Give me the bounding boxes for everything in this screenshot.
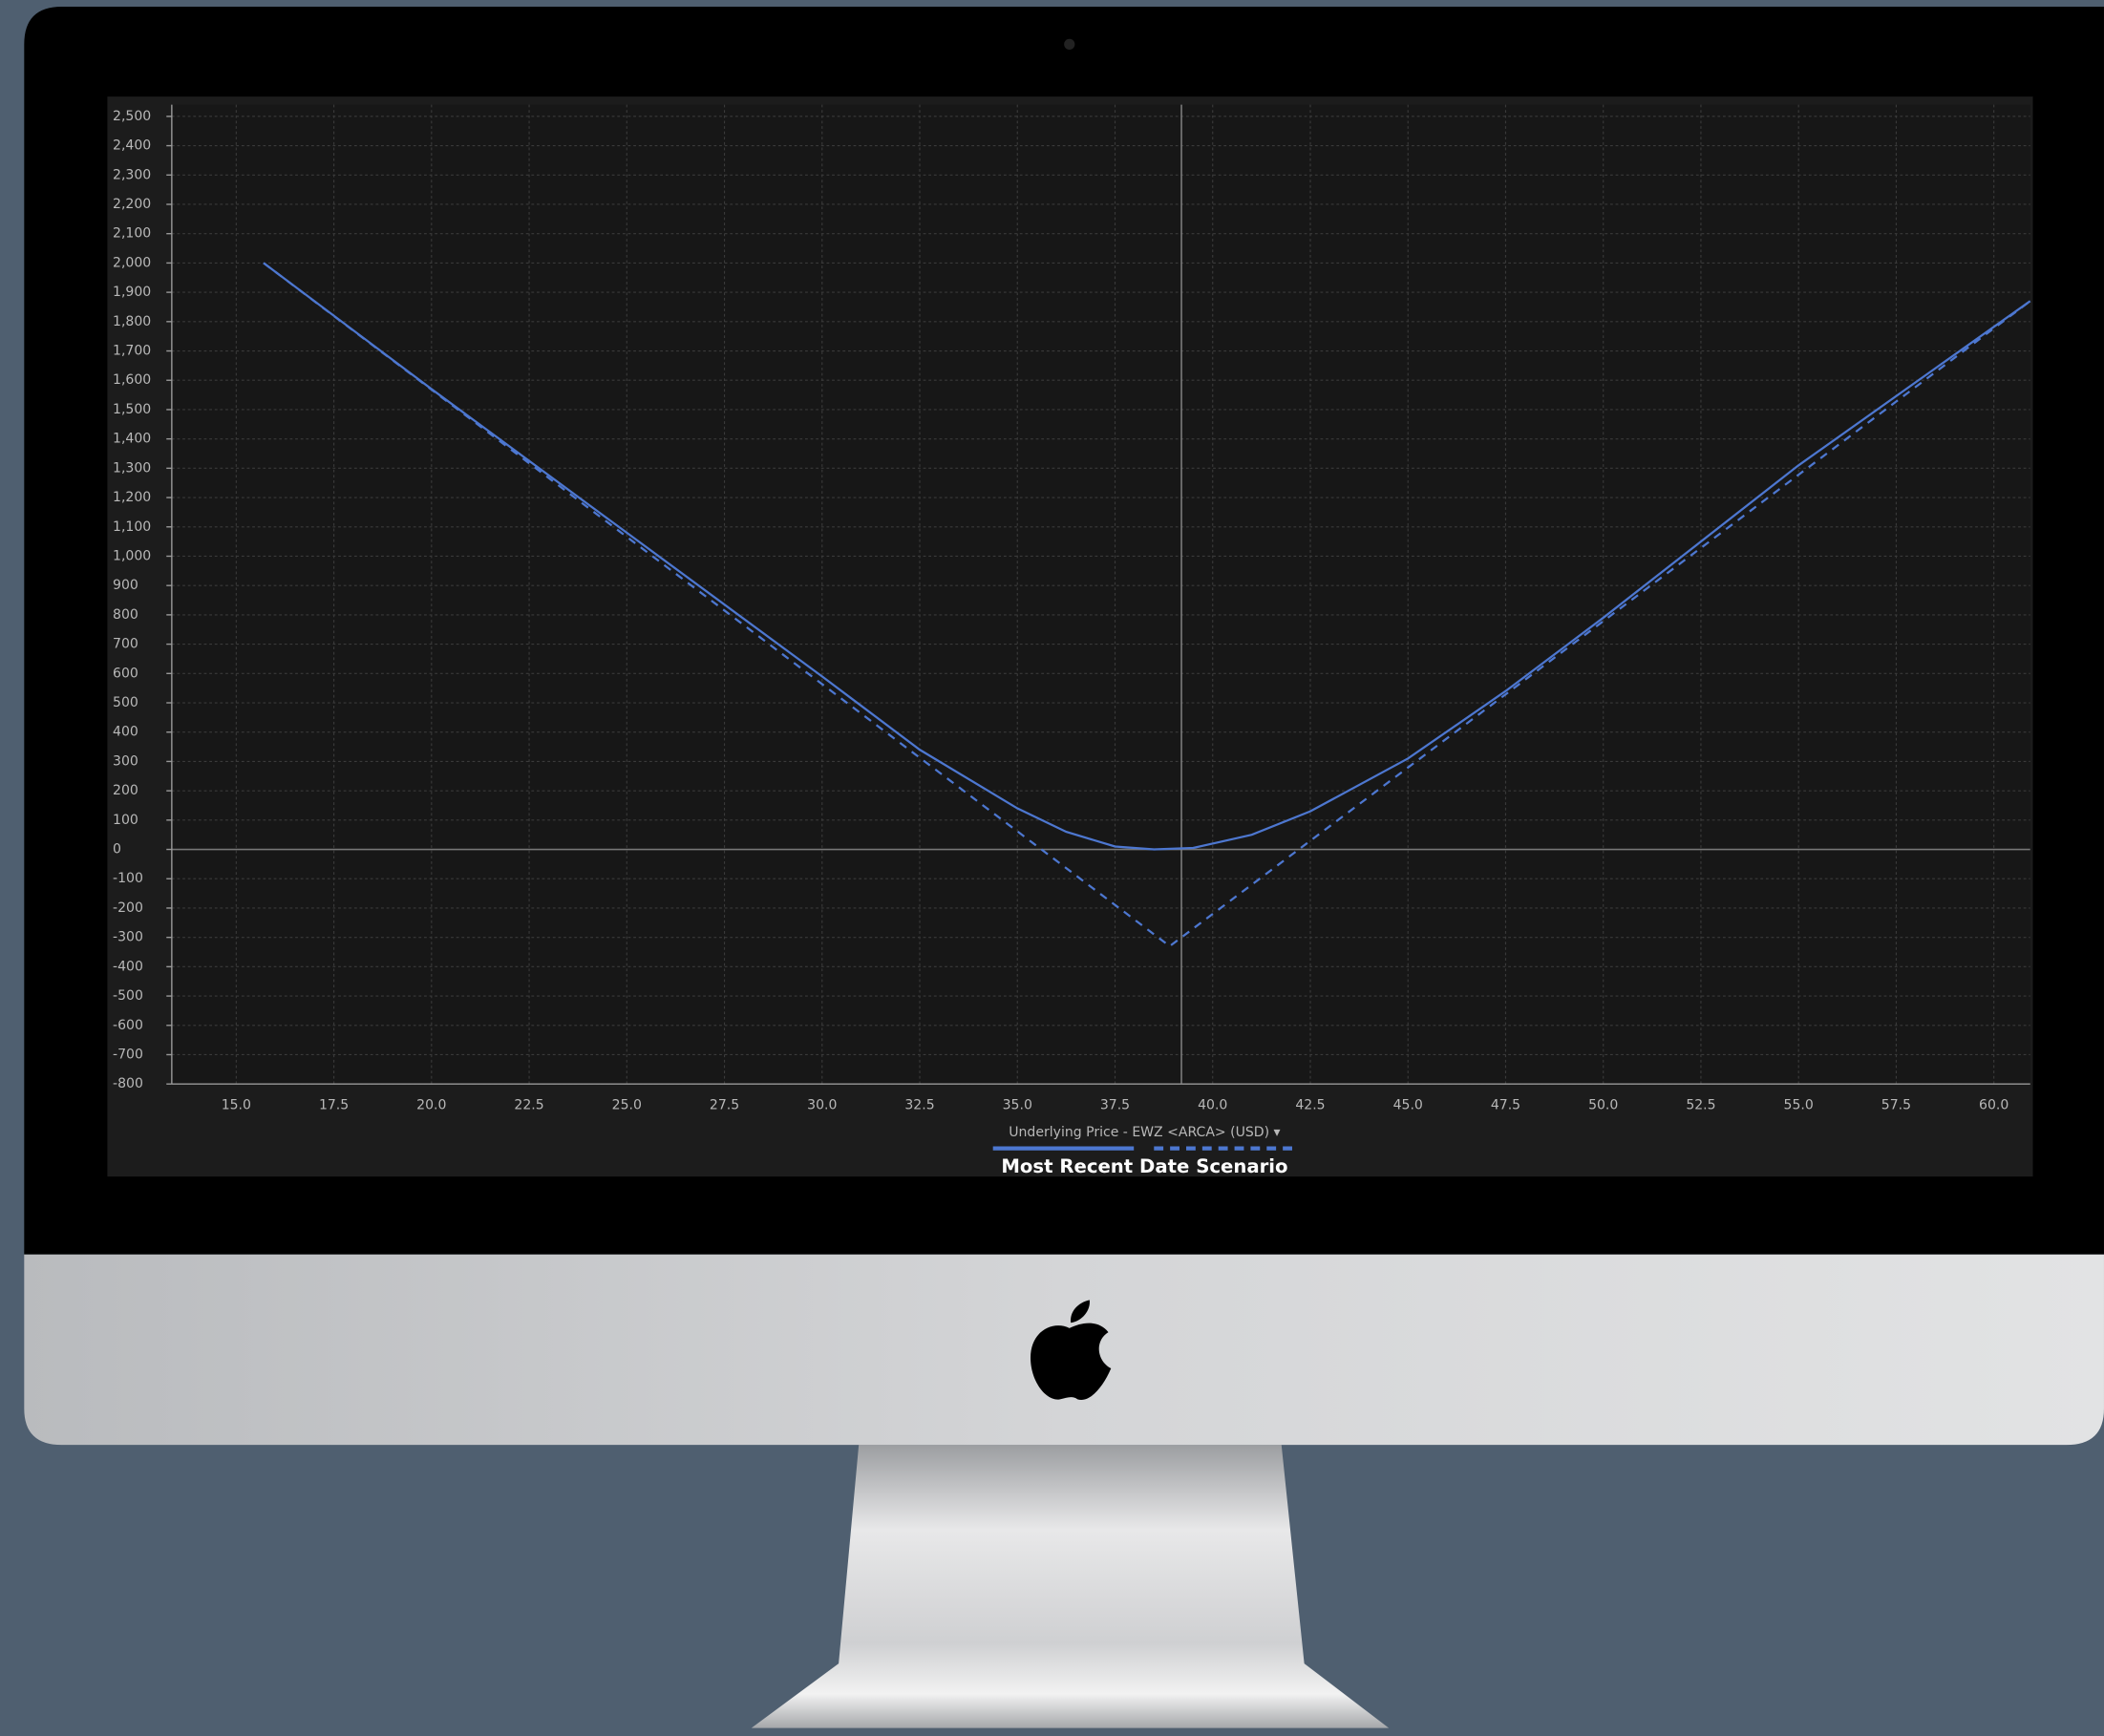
y-tick-label: 500 [113,695,138,710]
x-tick-label: 57.5 [1881,1098,1911,1113]
x-tick-label: 55.0 [1784,1098,1814,1113]
y-tick-label: 100 [113,813,138,828]
y-tick-label: 400 [113,725,138,740]
y-tick-label: -700 [113,1047,143,1062]
x-tick-label: 27.5 [710,1098,739,1113]
y-tick-label: 1,100 [113,519,151,535]
y-tick-label: 2,500 [113,109,151,124]
y-tick-label: 1,400 [113,432,151,447]
x-tick-label: 32.5 [904,1098,934,1113]
y-tick-label: 600 [113,666,138,681]
series-line [263,262,2031,851]
x-tick-label: 25.0 [612,1098,642,1113]
y-tick-label: 700 [113,637,138,652]
stand [751,1445,1390,1728]
x-tick-label: 52.5 [1686,1098,1715,1113]
y-tick-label: 2,300 [113,167,151,182]
plot: -800 -700 -600 -500 -400 -300 -200 -100 0 100 200 3… [113,104,2031,1113]
y-tick-label: 2,100 [113,226,151,242]
y-tick-label: 1,600 [113,372,151,388]
x-tick-label: 17.5 [319,1098,349,1113]
y-tick-label: -400 [113,959,143,974]
y-tick-label: 1,800 [113,314,151,329]
x-tick-label: 60.0 [1979,1098,2008,1113]
camera [1064,38,1075,50]
y-tick-label: 800 [113,607,138,623]
y-tick-label: 1,200 [113,490,151,505]
apple-logo [1031,1300,1112,1401]
plot-area [171,104,2030,1085]
x-tick-label: 40.0 [1198,1098,1227,1113]
y-tick-label: 300 [113,753,138,769]
x-tick-label: 37.5 [1100,1098,1130,1113]
y-tick-label: 2,000 [113,255,151,270]
x-tick-label: 42.5 [1295,1098,1325,1113]
x-tick-label: 47.5 [1491,1098,1520,1113]
x-tick-label: 50.0 [1588,1098,1618,1113]
y-tick-label: 1,000 [113,548,151,563]
y-tick-label: 200 [113,783,138,798]
y-tick-label: 2,200 [113,197,151,212]
y-tick-label: -600 [113,1018,143,1033]
y-tick-label: 2,400 [113,138,151,154]
y-tick-label: 1,500 [113,402,151,417]
y-tick-label: -200 [113,900,143,916]
x-tick-label: 30.0 [807,1098,837,1113]
y-tick-label: -100 [113,871,143,886]
y-tick-label: 1,900 [113,285,151,300]
y-tick-label: -500 [113,988,143,1004]
x-tick-label: 15.0 [222,1098,251,1113]
y-tick-label: -800 [113,1076,143,1091]
y-tick-label: 0 [113,842,121,857]
series-line [263,262,2031,948]
y-tick-label: 900 [113,578,138,593]
x-tick-label: 20.0 [416,1098,446,1113]
x-axis-label: Underlying Price - EWZ <ARCA> (USD) ▾ [1009,1125,1280,1140]
y-tick-label: -300 [113,930,143,945]
legend-title: Most Recent Date Scenario [1001,1155,1287,1177]
y-tick-label: 1,300 [113,460,151,476]
x-tick-label: 45.0 [1393,1098,1423,1113]
x-tick-label: 35.0 [1003,1098,1032,1113]
y-tick-label: 1,700 [113,344,151,359]
x-tick-label: 22.5 [514,1098,543,1113]
